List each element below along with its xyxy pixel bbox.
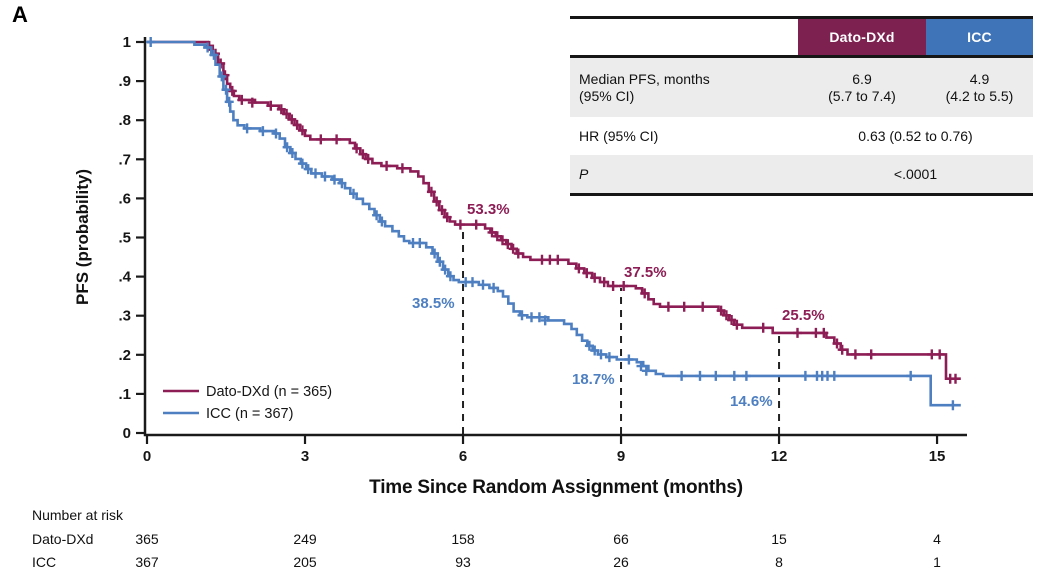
median-pfs-dato-value: 6.9 (5.7 to 7.4) xyxy=(798,71,926,105)
stats-table: Dato-DXd ICC Median PFS, months (95% CI)… xyxy=(570,16,1033,196)
table-row-median-pfs: Median PFS, months (95% CI) 6.9 (5.7 to … xyxy=(570,58,1033,117)
y-tick-label: .8 xyxy=(118,112,131,129)
x-axis-title: Time Since Random Assignment (months) xyxy=(369,477,743,498)
y-tick-label: .7 xyxy=(118,151,131,168)
risk-value: 4 xyxy=(933,531,941,547)
risk-value: 8 xyxy=(775,554,783,570)
y-axis-title: PFS (probability) xyxy=(73,169,92,305)
risk-value: 26 xyxy=(613,554,629,570)
risk-value: 66 xyxy=(613,531,629,547)
risk-value: 205 xyxy=(293,554,317,570)
annotation-375: 37.5% xyxy=(624,264,667,281)
x-tick-label: 6 xyxy=(459,448,467,465)
x-tick-label: 15 xyxy=(929,448,946,465)
legend-label-icc: ICC (n = 367) xyxy=(206,406,293,422)
table-header-dato: Dato-DXd xyxy=(798,19,926,55)
table-row-hr: HR (95% CI) 0.63 (0.52 to 0.76) xyxy=(570,117,1033,155)
y-tick-label: .2 xyxy=(118,347,131,364)
y-tick-label: .5 xyxy=(118,230,131,247)
series-dato-dxd xyxy=(147,40,961,384)
risk-value: 15 xyxy=(771,531,787,547)
y-tick-label: .6 xyxy=(118,190,131,207)
median-pfs-label-line1: Median PFS, months xyxy=(579,70,710,87)
pvalue-value: <.0001 xyxy=(893,165,938,182)
number-at-risk: Number at risk Dato-DXd 365 249 158 66 15 4 ICC 3… xyxy=(32,507,941,570)
censor-marks-dato-dxd xyxy=(204,40,960,384)
table-header-icc: ICC xyxy=(926,19,1033,55)
y-tick-label: .3 xyxy=(118,308,131,325)
stats-table-header-row: Dato-DXd ICC xyxy=(570,19,1033,58)
x-tick-label: 0 xyxy=(143,448,151,465)
annotation-187: 18.7% xyxy=(572,371,615,388)
risk-value: 365 xyxy=(135,531,159,547)
censor-marks-icc xyxy=(146,37,958,411)
median-pfs-dato-line2: (5.7 to 7.4) xyxy=(828,87,896,104)
table-header-blank xyxy=(570,19,798,55)
hr-value: 0.63 (0.52 to 0.76) xyxy=(858,127,973,144)
hr-label: HR (95% CI) xyxy=(579,127,659,144)
risk-value: 93 xyxy=(455,554,471,570)
risk-value: 1 xyxy=(933,554,941,570)
y-tick-label: .9 xyxy=(118,73,131,90)
dashed-reference-lines xyxy=(462,226,781,434)
legend: Dato-DXd (n = 365) ICC (n = 367) xyxy=(163,384,332,422)
median-pfs-icc-line1: 4.9 xyxy=(969,70,990,87)
y-tick-label: 0 xyxy=(123,425,131,442)
y-tick-label: .1 xyxy=(118,386,131,403)
y-tick-label: 1 xyxy=(123,34,131,51)
km-curve-dato-dxd xyxy=(147,40,961,380)
median-pfs-label-line2: (95% CI) xyxy=(579,87,635,104)
annotation-533: 53.3% xyxy=(467,201,510,218)
panel-label: A xyxy=(12,2,28,27)
risk-value: 249 xyxy=(293,531,317,547)
risk-value: 158 xyxy=(451,531,475,547)
table-row-pvalue: P <.0001 xyxy=(570,155,1033,193)
y-tick-label: .4 xyxy=(118,269,131,286)
risk-row-label-dato-dxd: Dato-DXd xyxy=(32,531,93,547)
x-tick-label: 12 xyxy=(771,448,788,465)
number-at-risk-title: Number at risk xyxy=(32,507,124,523)
risk-value: 367 xyxy=(135,554,159,570)
milestone-annotations: 53.3% 37.5% 25.5% 38.5% 18.7% 14.6% xyxy=(412,201,825,410)
median-pfs-icc-value: 4.9 (4.2 to 5.5) xyxy=(926,71,1033,105)
annotation-385: 38.5% xyxy=(412,295,455,312)
tick-marks xyxy=(136,40,939,444)
x-tick-label: 3 xyxy=(301,448,309,465)
x-tick-label: 9 xyxy=(617,448,625,465)
legend-label-dato-dxd: Dato-DXd (n = 365) xyxy=(206,384,332,400)
annotation-146: 14.6% xyxy=(730,393,773,410)
median-pfs-icc-line2: (4.2 to 5.5) xyxy=(945,87,1014,104)
series-icc xyxy=(146,37,961,411)
annotation-255: 25.5% xyxy=(782,307,825,324)
median-pfs-label: Median PFS, months (95% CI) xyxy=(570,71,798,105)
axes xyxy=(143,37,967,437)
tick-labels: 0 .1 .2 .3 .4 .5 .6 .7 .8 .9 1 0 3 6 9 12 15 xyxy=(118,34,945,465)
axis-lines xyxy=(143,37,967,437)
median-pfs-dato-line1: 6.9 xyxy=(852,70,872,87)
pvalue-label: P xyxy=(579,165,589,182)
risk-row-label-icc: ICC xyxy=(32,554,56,570)
